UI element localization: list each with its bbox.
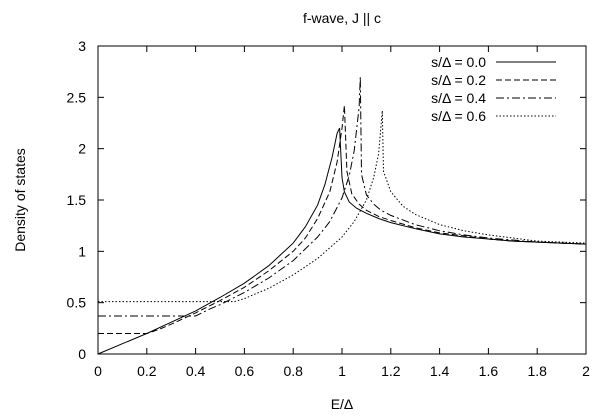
legend-label: s/Δ = 0.2 <box>431 72 486 88</box>
legend-label: s/Δ = 0.0 <box>431 54 486 70</box>
x-tick-labels: 0 0.2 0.4 0.6 0.8 1 1.2 1.4 1.6 1.8 2 <box>94 363 590 379</box>
y-tick-label: 2 <box>78 141 86 157</box>
series-line-1 <box>98 105 587 334</box>
y-tick-label: 1.5 <box>67 192 87 208</box>
series-line-2 <box>98 76 587 317</box>
y-tick-label: 0 <box>78 346 86 362</box>
y-tick-label: 2.5 <box>67 89 87 105</box>
x-tick-label: 0.2 <box>137 363 157 379</box>
chart-title: f-wave, J || c <box>303 10 381 26</box>
x-tick-label: 0.8 <box>283 363 303 379</box>
x-axis-label: E/Δ <box>331 396 354 412</box>
legend: s/Δ = 0.0 s/Δ = 0.2 s/Δ = 0.4 s/Δ = 0.6 <box>431 54 556 124</box>
x-tick-label: 0 <box>94 363 102 379</box>
x-tick-label: 0.4 <box>186 363 206 379</box>
series-line-0 <box>97 127 587 355</box>
series-lines <box>97 76 587 355</box>
axis-ticks <box>97 45 587 355</box>
y-tick-label: 0.5 <box>67 295 87 311</box>
y-tick-label: 1 <box>78 243 86 259</box>
x-tick-label: 1.8 <box>527 363 547 379</box>
y-tick-labels: 0 0.5 1 1.5 2 2.5 3 <box>67 38 87 362</box>
legend-label: s/Δ = 0.4 <box>431 90 486 106</box>
y-axis-label: Density of states <box>12 148 28 252</box>
y-tick-label: 3 <box>78 38 86 54</box>
plot-frame <box>97 45 587 355</box>
legend-label: s/Δ = 0.6 <box>431 108 486 124</box>
x-tick-label: 2 <box>582 363 590 379</box>
x-tick-label: 1 <box>338 363 346 379</box>
x-tick-label: 1.6 <box>479 363 499 379</box>
x-tick-label: 1.2 <box>381 363 401 379</box>
x-tick-label: 0.6 <box>235 363 255 379</box>
x-tick-label: 1.4 <box>430 363 450 379</box>
series-line-3 <box>98 110 587 303</box>
